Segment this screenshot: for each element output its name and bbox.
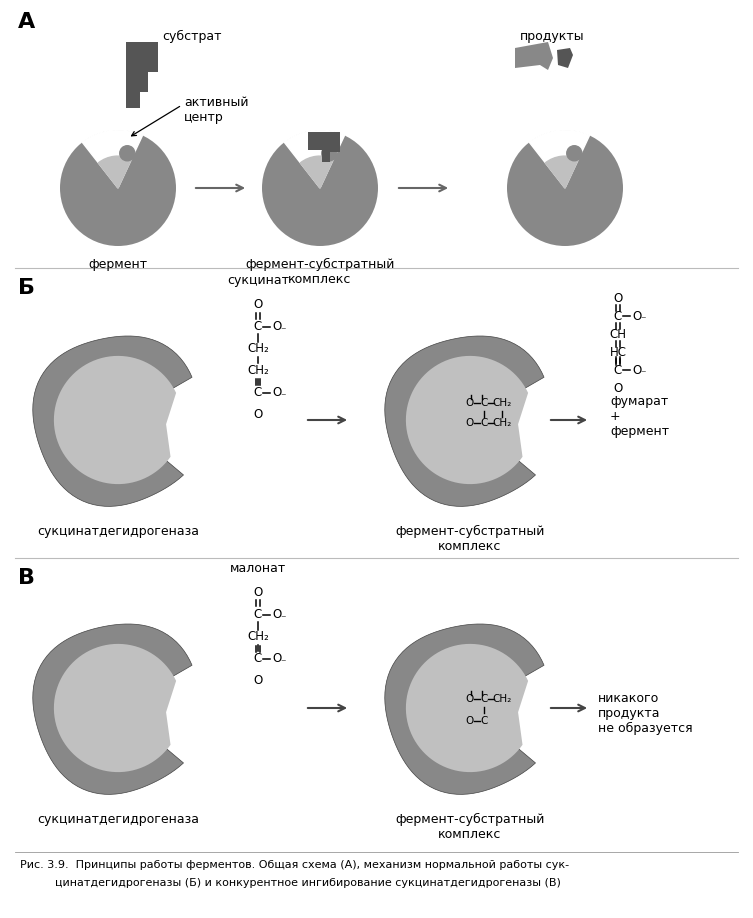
Text: O: O [253, 298, 263, 311]
Text: CH₂: CH₂ [492, 418, 511, 428]
Circle shape [120, 146, 135, 161]
Text: субстрат: субстрат [162, 30, 221, 43]
Text: CH: CH [609, 328, 626, 341]
Circle shape [567, 146, 582, 161]
Polygon shape [126, 42, 158, 108]
Text: O: O [632, 364, 642, 376]
Text: сукцинатдегидрогеназа: сукцинатдегидрогеназа [37, 813, 199, 826]
Text: O: O [614, 292, 623, 305]
Text: C: C [254, 609, 262, 621]
Text: ⁻: ⁻ [280, 658, 285, 668]
Text: никакого
продукта
не образуется: никакого продукта не образуется [598, 692, 693, 735]
Text: фермент-субстратный
комплекс: фермент-субстратный комплекс [245, 258, 395, 286]
Text: ⁻: ⁻ [280, 326, 285, 336]
Polygon shape [557, 48, 573, 68]
Polygon shape [406, 356, 528, 484]
Polygon shape [33, 336, 192, 507]
Text: O: O [466, 716, 474, 726]
Text: C: C [480, 716, 488, 726]
Circle shape [322, 146, 337, 161]
Wedge shape [285, 130, 345, 188]
Text: фермент: фермент [88, 258, 148, 271]
Text: HC: HC [609, 345, 626, 359]
Circle shape [507, 130, 623, 246]
Text: фермент-субстратный
комплекс: фермент-субстратный комплекс [395, 525, 544, 553]
Text: активный
центр: активный центр [184, 96, 248, 124]
Circle shape [262, 130, 378, 246]
Text: C: C [480, 694, 488, 704]
Text: сукцинат: сукцинат [227, 274, 289, 287]
Text: ⁻: ⁻ [640, 315, 645, 325]
Polygon shape [54, 356, 176, 484]
Wedge shape [82, 130, 142, 188]
Text: O: O [272, 386, 282, 399]
Text: фермент-субстратный
комплекс: фермент-субстратный комплекс [395, 813, 544, 841]
Circle shape [60, 130, 176, 246]
Text: CH₂: CH₂ [247, 364, 269, 377]
Text: Рис. 3.9.  Принципы работы ферментов. Общая схема (А), механизм нормальной работ: Рис. 3.9. Принципы работы ферментов. Общ… [20, 860, 569, 870]
Text: А: А [18, 12, 35, 32]
Text: O: O [253, 587, 263, 599]
Text: сукцинатдегидрогеназа: сукцинатдегидрогеназа [37, 525, 199, 538]
Polygon shape [308, 132, 340, 162]
Wedge shape [545, 156, 578, 188]
Text: O: O [253, 675, 263, 688]
Polygon shape [385, 336, 544, 507]
Wedge shape [99, 156, 132, 188]
Text: цинатдегидрогеназы (Б) и конкурентное ингибирование сукцинатдегидрогеназы (В): цинатдегидрогеназы (Б) и конкурентное ин… [55, 878, 561, 888]
Text: O: O [632, 309, 642, 322]
Polygon shape [515, 42, 553, 70]
Text: O: O [466, 694, 474, 704]
Text: O: O [253, 409, 263, 421]
Text: O: O [272, 653, 282, 666]
Text: CH₂: CH₂ [492, 694, 511, 704]
Polygon shape [406, 644, 528, 772]
Text: малонат: малонат [230, 562, 286, 575]
Text: O: O [466, 398, 474, 408]
Text: C: C [254, 653, 262, 666]
Text: ⁻: ⁻ [640, 369, 645, 379]
Text: C: C [254, 386, 262, 399]
Wedge shape [300, 156, 334, 188]
Text: O: O [466, 418, 474, 428]
Text: O: O [272, 609, 282, 621]
Wedge shape [529, 130, 590, 188]
Text: В: В [18, 568, 35, 588]
Text: C: C [480, 398, 488, 408]
Text: Б: Б [18, 278, 35, 298]
Text: CH₂: CH₂ [492, 398, 511, 408]
Text: C: C [254, 320, 262, 333]
Polygon shape [385, 624, 544, 794]
Text: ⁻: ⁻ [280, 392, 285, 402]
Text: O: O [614, 382, 623, 395]
Text: C: C [614, 364, 622, 376]
Text: продукты: продукты [520, 30, 584, 43]
Text: O: O [272, 320, 282, 333]
Text: фумарат
+
фермент: фумарат + фермент [610, 395, 669, 438]
Text: ⁻: ⁻ [280, 614, 285, 624]
Text: C: C [480, 418, 488, 428]
Polygon shape [33, 624, 192, 794]
Text: C: C [614, 309, 622, 322]
Text: CH₂: CH₂ [247, 342, 269, 355]
Polygon shape [54, 644, 176, 772]
Text: CH₂: CH₂ [247, 631, 269, 644]
